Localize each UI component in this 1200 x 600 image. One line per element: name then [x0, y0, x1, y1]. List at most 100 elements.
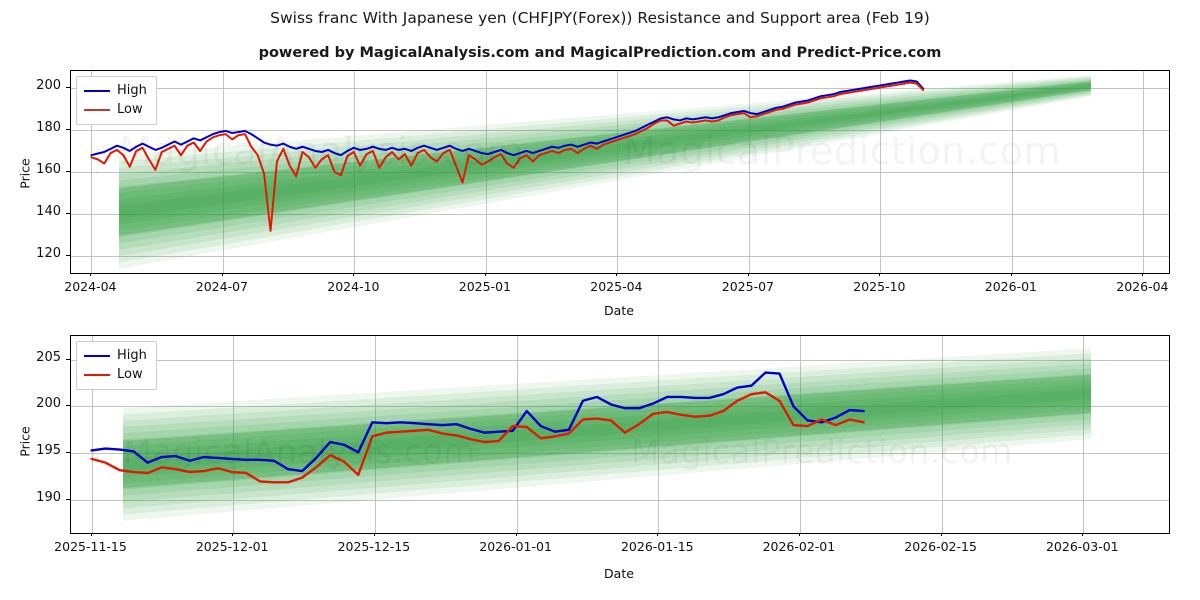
axis-tick-label: 200: [36, 77, 61, 93]
overview-legend: High Low: [76, 76, 157, 125]
axis-tick-mark: [66, 128, 70, 130]
resistance-support-band: [119, 79, 1091, 244]
axis-tick-label: 2026-01-15: [620, 539, 694, 554]
page-subtitle: powered by MagicalAnalysis.com and Magic…: [258, 45, 942, 61]
legend-label-low: Low: [117, 102, 143, 117]
axis-tick-label: 2025-04: [590, 279, 643, 294]
gridline-horizontal: [71, 87, 1169, 89]
axis-tick-label: 2026-03-01: [1045, 539, 1119, 554]
gridline-horizontal: [71, 453, 1169, 455]
axis-tick-mark: [66, 86, 70, 88]
gridline-vertical: [91, 336, 93, 533]
axis-tick-mark: [484, 272, 486, 276]
axis-tick-label: 200: [36, 396, 61, 412]
resistance-support-band: [119, 77, 1091, 257]
gridline-vertical: [1011, 71, 1013, 273]
resistance-support-band: [119, 78, 1091, 250]
axis-tick-label: 2025-01: [458, 279, 511, 294]
gridline-horizontal: [71, 359, 1169, 361]
axis-tick-label: 140: [36, 204, 61, 220]
gridline-vertical: [233, 336, 235, 533]
gridline-vertical: [1143, 71, 1145, 273]
axis-tick-label: 160: [36, 162, 61, 177]
axis-tick-label: 2026-02-15: [904, 539, 977, 554]
resistance-support-band: [119, 84, 1091, 219]
series-line-high: [90, 79, 925, 157]
axis-tick-label: 2026-02-01: [762, 539, 836, 554]
resistance-support-band: [119, 83, 1091, 225]
legend-swatch-high-2: [84, 354, 110, 357]
resistance-support-band: [123, 368, 1091, 496]
gridline-vertical: [880, 71, 882, 273]
resistance-support-band: [123, 363, 1091, 503]
axis-tick-label: 190: [36, 490, 61, 506]
resistance-support-band: [123, 348, 1091, 521]
axis-tick-mark: [1010, 272, 1012, 276]
resistance-support-band: [123, 358, 1091, 509]
axis-tick-mark: [90, 532, 92, 536]
gridline-vertical: [941, 336, 943, 533]
resistance-support-band: [119, 82, 1091, 231]
resistance-support-band-core: [119, 81, 1091, 236]
gridline-vertical: [222, 71, 224, 273]
resistance-support-band: [119, 75, 1091, 269]
axis-tick-mark: [232, 532, 234, 536]
axis-tick-label: 2024-07: [195, 279, 248, 294]
legend-swatch-high: [84, 89, 110, 92]
gridline-vertical: [485, 71, 487, 273]
series-line-low: [90, 81, 925, 232]
axis-tick-label: 2025-10: [853, 279, 906, 294]
gridline-vertical: [748, 71, 750, 273]
gridline-vertical: [516, 336, 518, 533]
resistance-support-band: [119, 76, 1091, 263]
axis-tick-mark: [616, 272, 618, 276]
gridline-horizontal: [71, 500, 1169, 502]
axis-tick-mark: [66, 213, 70, 215]
zoomed-plot-area: MagicalAnalysis.com MagicalPrediction.co…: [70, 335, 1170, 534]
legend-label-high-2: High: [117, 348, 147, 363]
zoomed-legend: High Low: [76, 341, 157, 390]
resistance-support-band: [119, 81, 1091, 238]
legend-entry-high: High: [84, 81, 147, 100]
zoomed-series-canvas: [90, 348, 1091, 521]
legend-entry-low: Low: [84, 100, 147, 119]
axis-tick-label: 2026-01-01: [479, 539, 552, 554]
axis-tick-mark: [66, 171, 70, 172]
axis-tick-mark: [1142, 272, 1144, 276]
legend-swatch-low: [84, 108, 110, 111]
axis-tick-label: 2025-11-15: [54, 539, 127, 554]
gridline-horizontal: [71, 129, 1169, 131]
gridline-horizontal: [71, 172, 1169, 173]
axis-tick-mark: [879, 272, 881, 276]
gridline-vertical: [1083, 336, 1085, 533]
axis-tick-label: 2026-01: [984, 279, 1037, 294]
overview-x-axis-label: Date: [604, 303, 634, 318]
axis-tick-mark: [66, 499, 70, 501]
axis-tick-mark: [66, 255, 70, 257]
axis-tick-mark: [353, 272, 355, 276]
page-title: Swiss franc With Japanese yen (CHFJPY(Fo…: [270, 9, 930, 27]
axis-tick-mark: [940, 532, 942, 536]
gridline-horizontal: [71, 256, 1169, 258]
axis-tick-label: 2024-10: [327, 279, 380, 294]
gridline-vertical: [617, 71, 619, 273]
zoomed-y-axis-label: Price: [17, 426, 33, 457]
resistance-support-band: [123, 373, 1091, 490]
axis-tick-label: 2025-12-15: [337, 539, 411, 554]
axis-tick-label: 2025-07: [721, 279, 774, 294]
axis-tick-label: 2024-04: [64, 279, 117, 294]
axis-tick-label: 120: [36, 246, 61, 262]
axis-tick-label: 180: [36, 119, 61, 135]
legend-label-low-2: Low: [117, 367, 143, 382]
series-line-high: [90, 371, 865, 473]
axis-tick-label: 2026-04: [1116, 279, 1169, 294]
axis-tick-mark: [747, 272, 749, 276]
axis-tick-mark: [221, 272, 223, 276]
gridline-vertical: [658, 336, 660, 533]
gridline-vertical: [799, 336, 801, 533]
axis-tick-mark: [373, 532, 375, 536]
axis-tick-label: 2025-12-01: [195, 539, 269, 554]
legend-label-high: High: [117, 83, 147, 98]
gridline-vertical: [354, 71, 356, 273]
axis-tick-label: 205: [36, 349, 61, 365]
